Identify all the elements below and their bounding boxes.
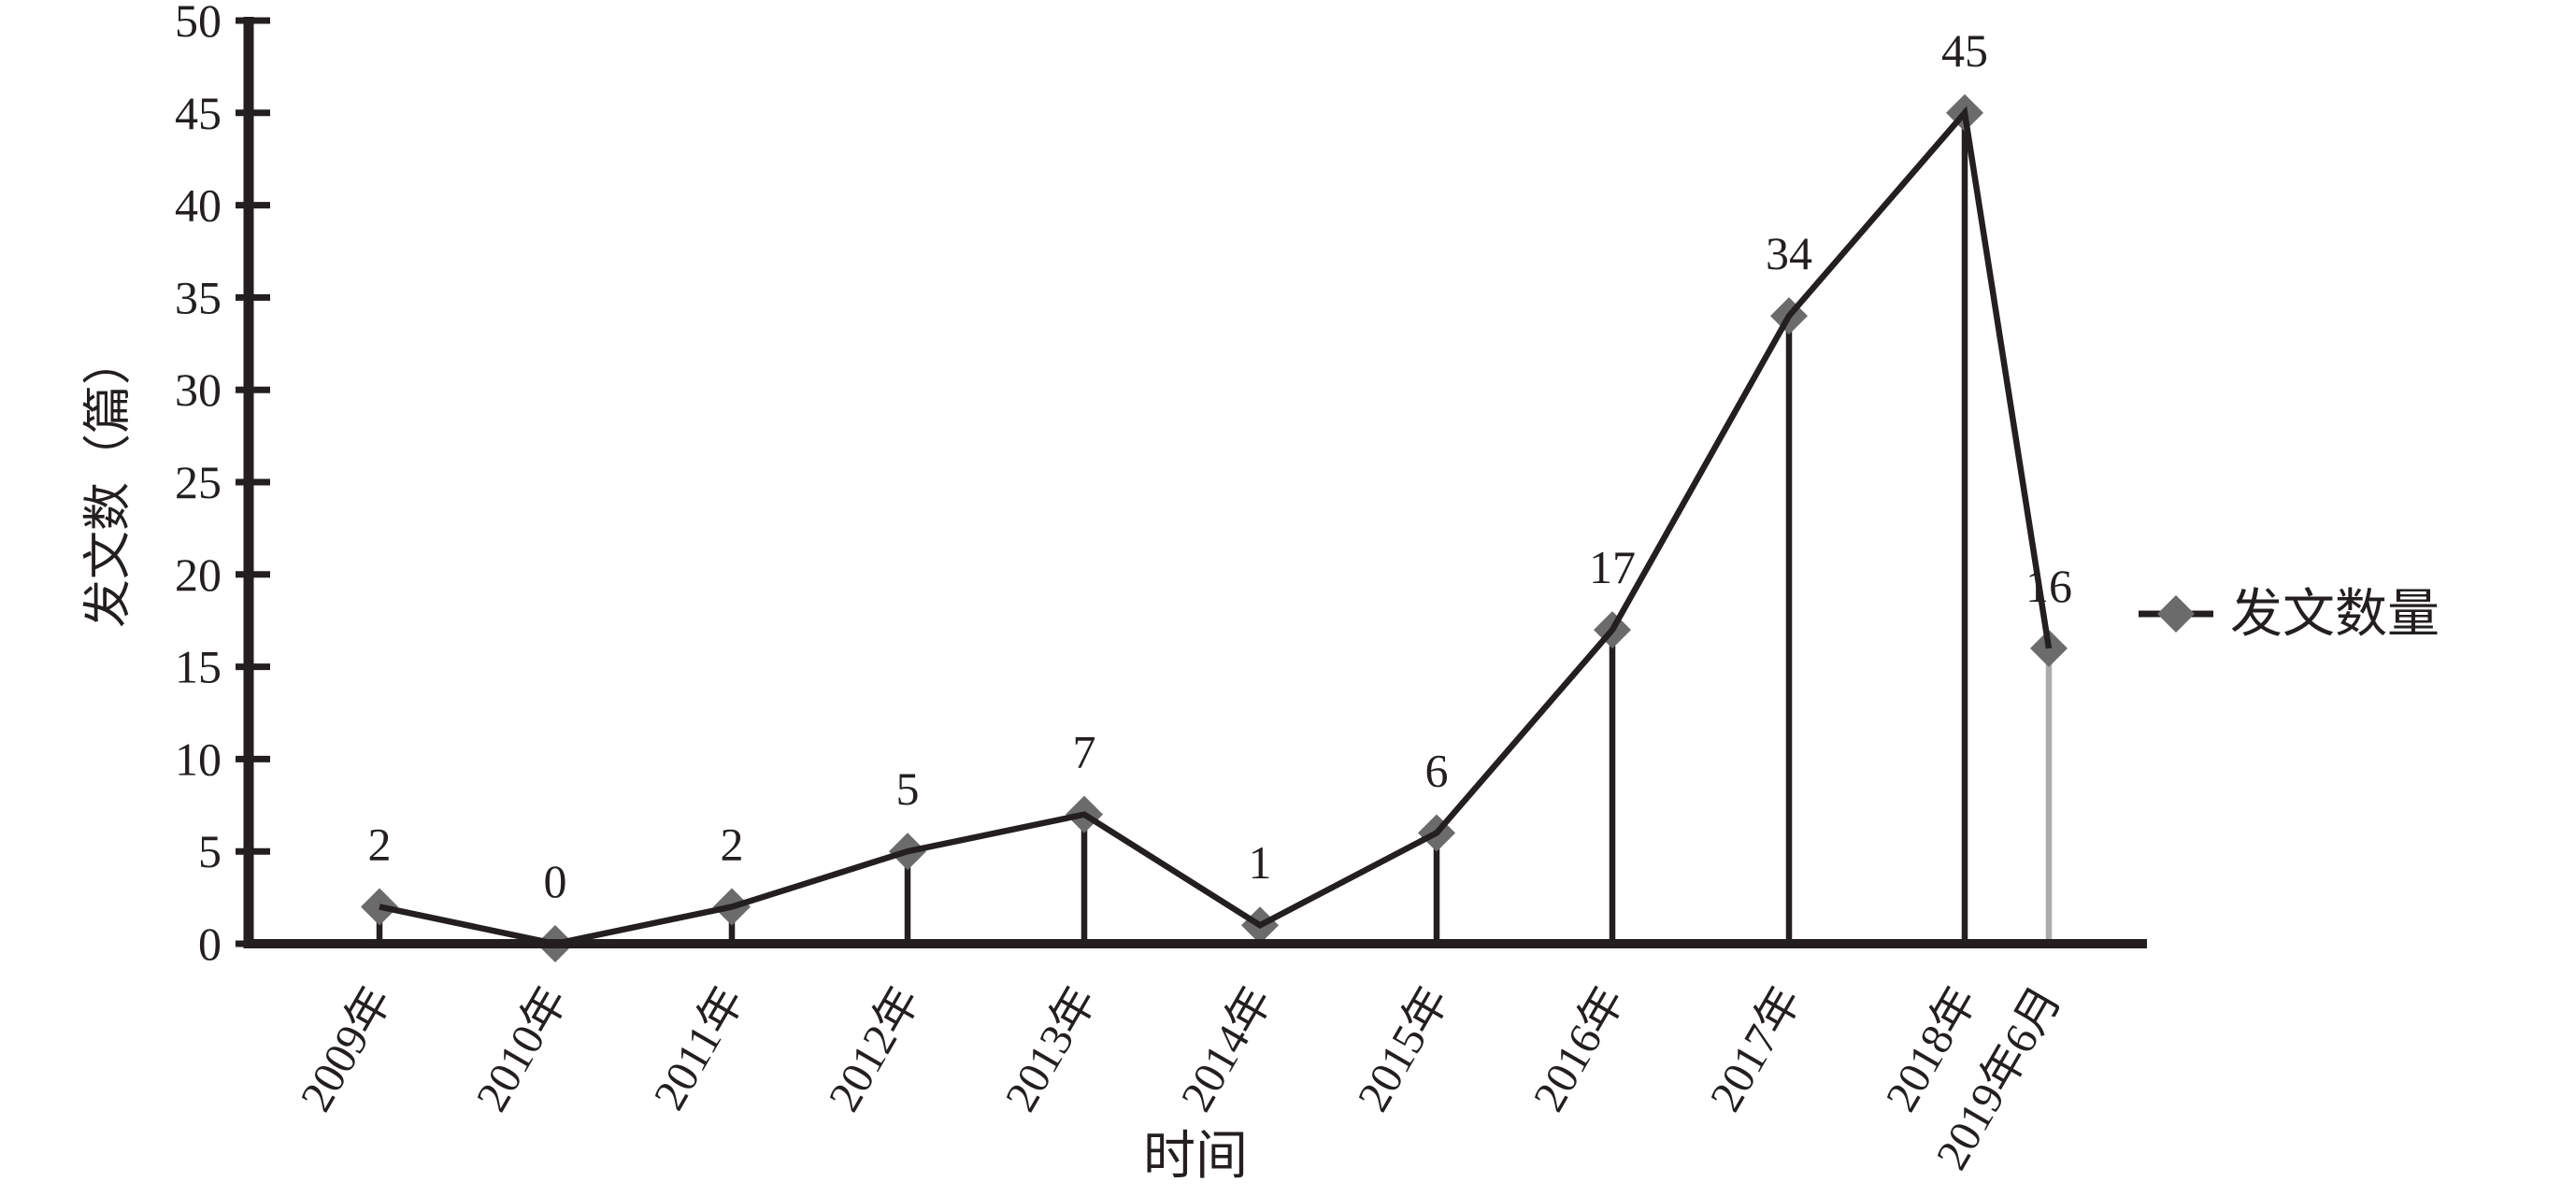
y-tick-label: 40 (175, 179, 222, 232)
x-tick-label: 2014年 (1172, 978, 1282, 1119)
value-label: 0 (544, 855, 567, 907)
legend-label: 发文数量 (2230, 586, 2440, 644)
value-label: 34 (1766, 227, 1812, 279)
legend: 发文数量 (2139, 586, 2440, 644)
x-axis-title: 时间 (1143, 1128, 1248, 1186)
legend-diamond-marker-icon (2157, 595, 2195, 633)
x-tick-label: 2011年 (645, 978, 754, 1118)
value-label: 17 (1589, 541, 1636, 593)
y-tick-label: 5 (198, 825, 222, 877)
value-label: 2 (721, 818, 744, 870)
y-axis-title: 发文数（篇） (82, 336, 136, 628)
y-tick-label: 30 (175, 363, 222, 416)
y-tick-label: 35 (175, 271, 222, 323)
y-tick-label: 0 (198, 918, 222, 970)
value-label: 2 (368, 818, 392, 870)
x-tick-label: 2009年 (292, 978, 402, 1119)
x-tick-label: 2013年 (996, 978, 1107, 1119)
x-tick-label: 2015年 (1349, 978, 1459, 1119)
y-tick-label: 10 (175, 733, 222, 785)
series-line (379, 106, 2053, 947)
value-label: 5 (896, 762, 920, 815)
y-tick-label: 25 (175, 456, 222, 508)
y-tick-label: 20 (175, 548, 222, 601)
x-tick-label: 2016年 (1524, 978, 1635, 1119)
value-label: 45 (1941, 24, 1988, 77)
y-tick-label: 45 (175, 87, 222, 139)
value-label: 7 (1073, 726, 1096, 778)
x-tick-label: 2010年 (467, 978, 578, 1119)
x-tick-label: 2017年 (1701, 978, 1811, 1119)
y-tick-label: 50 (175, 0, 222, 47)
value-label: 16 (2025, 560, 2072, 612)
value-label: 6 (1425, 744, 1449, 796)
y-tick-label: 15 (175, 641, 222, 693)
x-tick-label: 2012年 (820, 978, 930, 1119)
value-label: 1 (1249, 836, 1272, 889)
